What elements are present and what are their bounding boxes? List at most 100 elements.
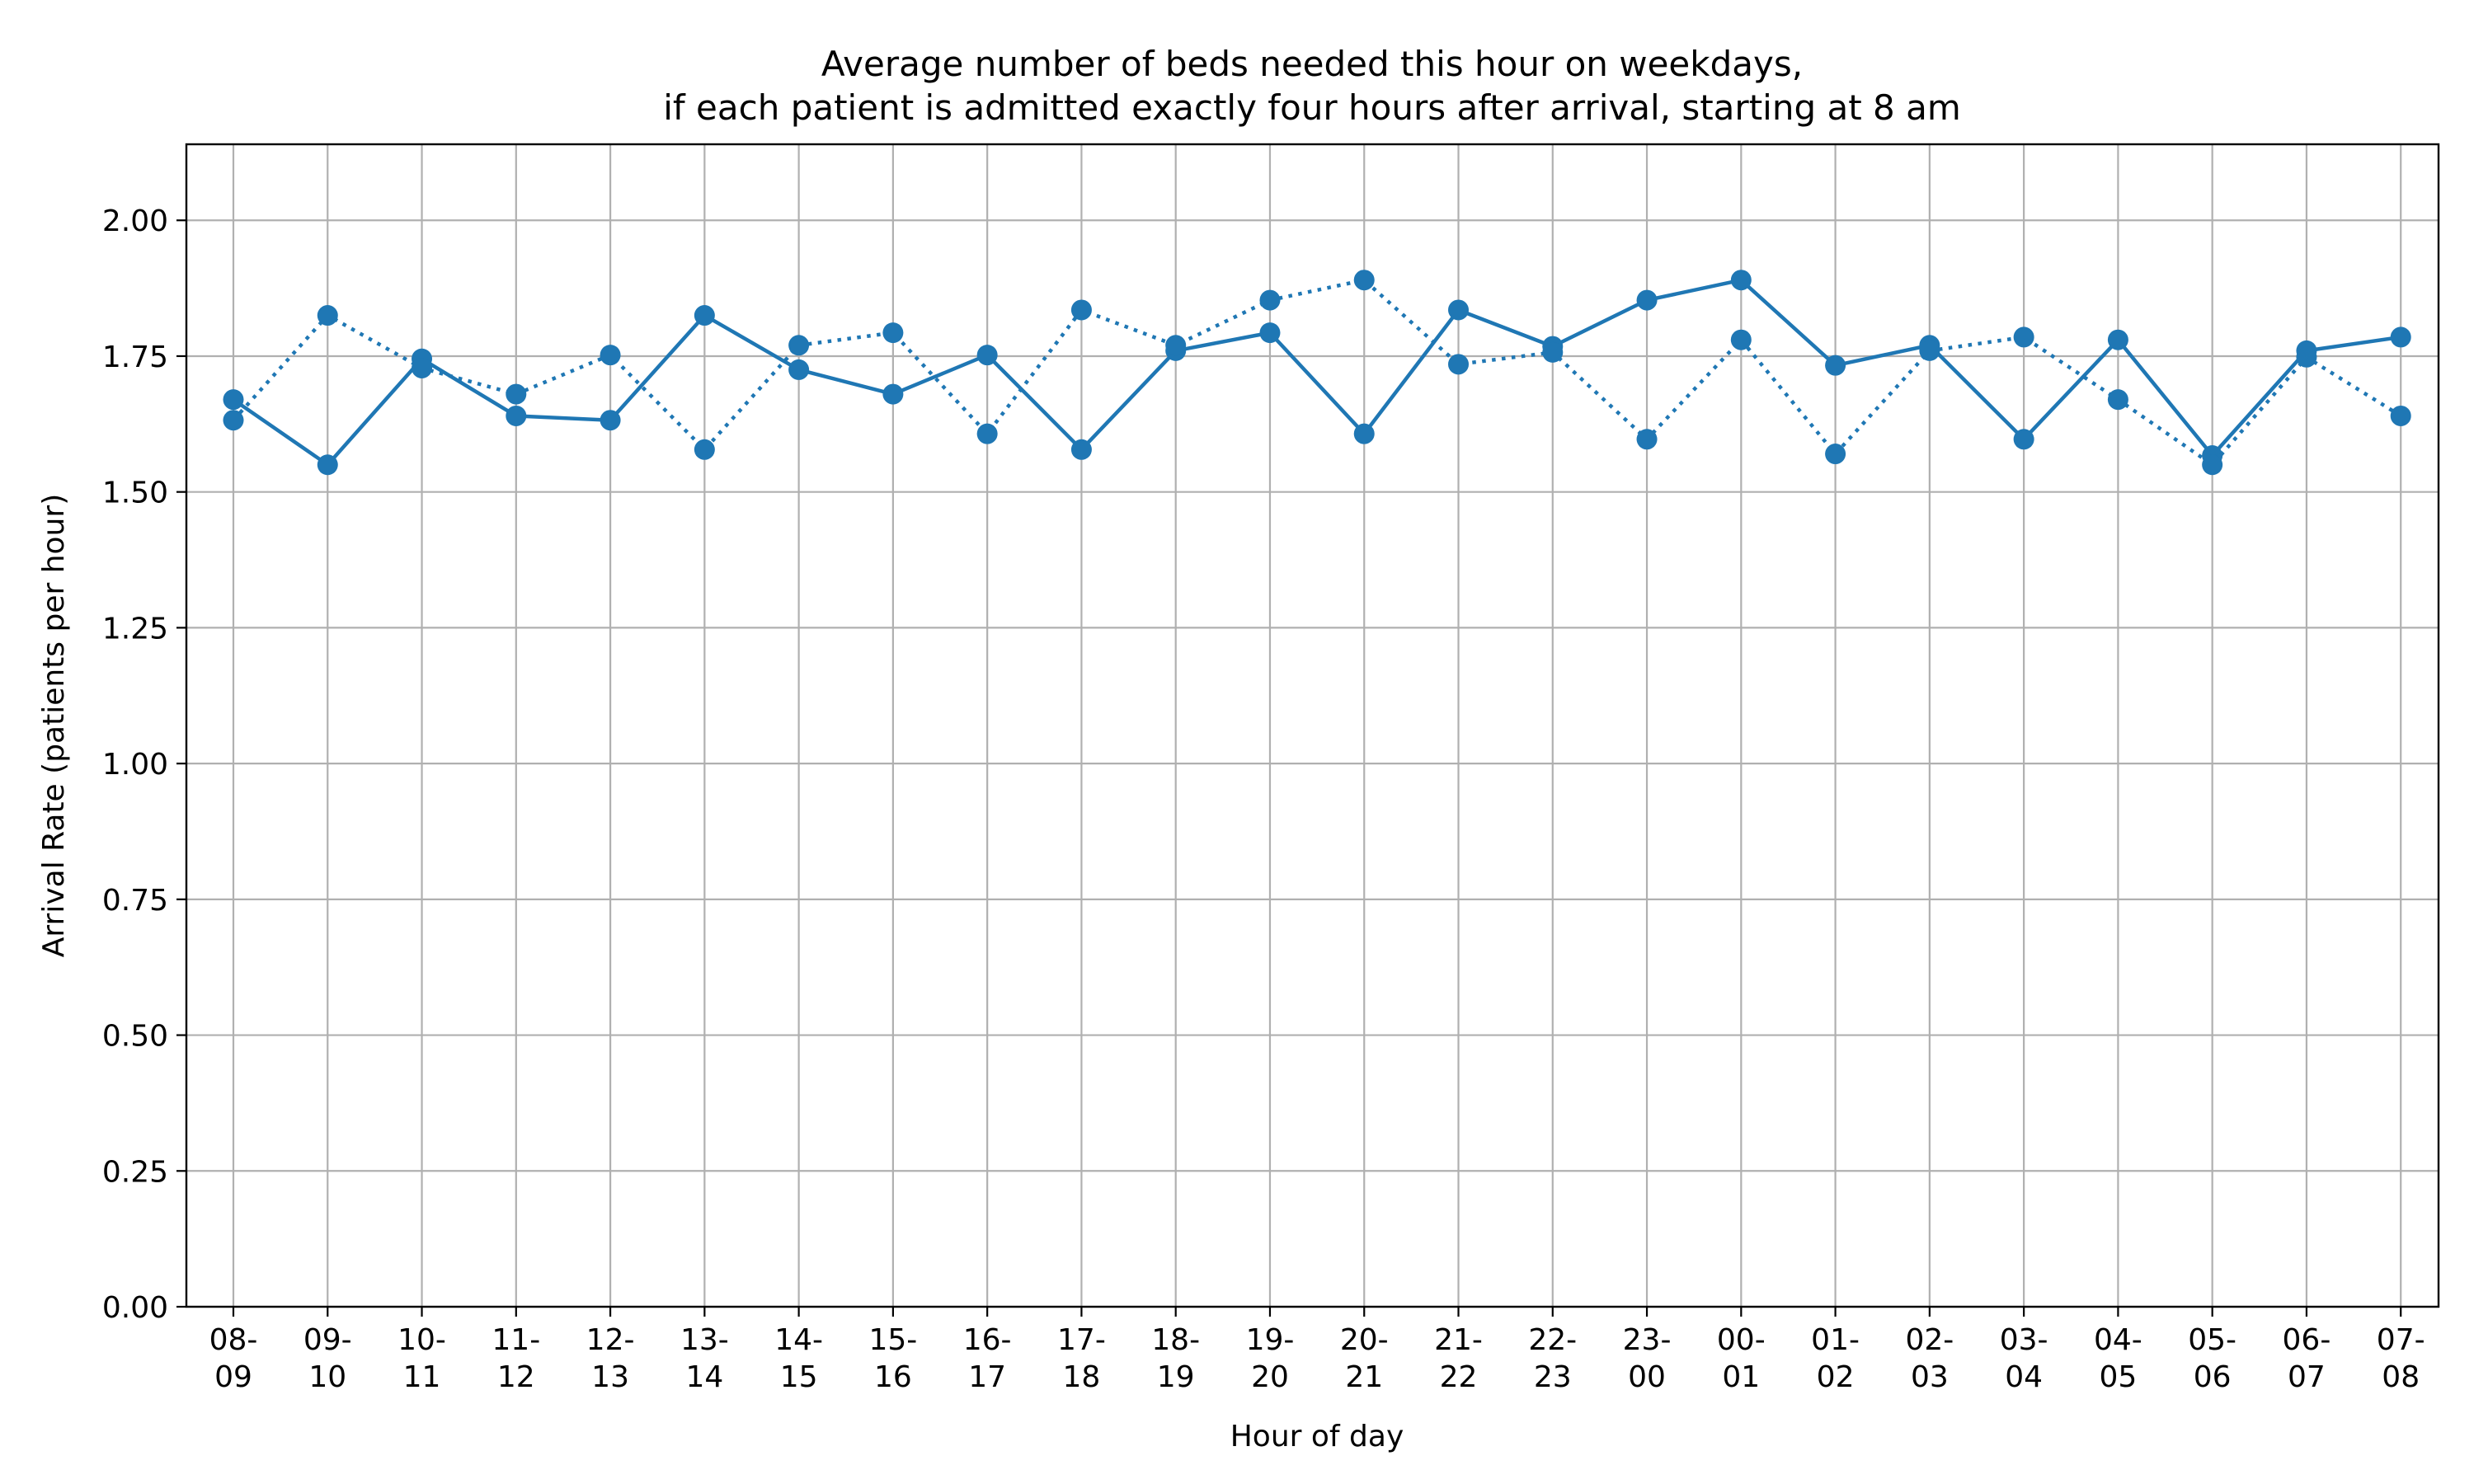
y-tick-label: 1.25 [102, 612, 168, 646]
data-point [694, 305, 715, 326]
data-point [2296, 346, 2317, 368]
y-tick-label: 1.00 [102, 748, 168, 782]
y-axis-label: Arrival Rate (patients per hour) [37, 494, 71, 958]
data-point [1636, 289, 1658, 311]
data-point [317, 305, 338, 326]
data-point [1730, 329, 1752, 350]
x-tick-label: 11 [403, 1360, 441, 1394]
plot-frame [185, 143, 2440, 1308]
x-tick-label: 20- [1340, 1323, 1389, 1357]
data-point [506, 383, 527, 405]
x-tick-label: 18 [1063, 1360, 1101, 1394]
x-axis: 08-0909-1010-1111-1212-1313-1414-1515-16… [209, 1307, 2425, 1394]
data-point [882, 383, 904, 405]
chart-title-line2: if each patient is admitted exactly four… [663, 87, 1960, 128]
x-tick-label: 16 [874, 1360, 912, 1394]
y-tick-label: 1.50 [102, 477, 168, 510]
x-tick-label: 16- [963, 1323, 1012, 1357]
x-tick-label: 08- [209, 1323, 258, 1357]
data-point [694, 439, 715, 460]
data-point [882, 322, 904, 344]
x-tick-label: 08 [2382, 1360, 2420, 1394]
x-tick-label: 23 [1534, 1360, 1572, 1394]
x-tick-label: 20 [1251, 1360, 1289, 1394]
x-tick-label: 15- [868, 1323, 917, 1357]
x-axis-label: Hour of day [1230, 1420, 1404, 1453]
data-point [1259, 289, 1281, 311]
data-point [976, 345, 998, 366]
data-point [506, 405, 527, 426]
y-tick-label: 1.75 [102, 340, 168, 374]
data-point [976, 423, 998, 444]
x-tick-label: 03- [2000, 1323, 2048, 1357]
data-point [1070, 439, 1092, 460]
x-tick-label: 22- [1528, 1323, 1577, 1357]
data-point [2390, 405, 2411, 426]
x-tick-label: 06 [2194, 1360, 2232, 1394]
series-layer [223, 270, 2411, 476]
x-tick-label: 21- [1434, 1323, 1483, 1357]
data-point [600, 345, 621, 366]
y-tick-label: 0.75 [102, 884, 168, 918]
data-point [1919, 340, 1940, 361]
grid [186, 144, 2439, 1308]
x-tick-label: 07- [2377, 1323, 2425, 1357]
data-point [1353, 423, 1375, 444]
y-tick-label: 2.00 [102, 204, 168, 238]
x-tick-label: 01- [1811, 1323, 1860, 1357]
y-tick-label: 0.25 [102, 1155, 168, 1189]
data-point [1259, 322, 1281, 344]
x-tick-label: 10- [397, 1323, 446, 1357]
data-point [317, 454, 338, 476]
data-point [1636, 429, 1658, 450]
series-line [232, 278, 2402, 467]
chart-title-line1: Average number of beds needed this hour … [821, 44, 1803, 84]
x-tick-label: 00- [1717, 1323, 1766, 1357]
x-tick-label: 13 [591, 1360, 629, 1394]
data-point [1448, 299, 1470, 321]
data-point [1825, 444, 1846, 465]
data-point [600, 410, 621, 431]
data-point [1165, 335, 1187, 356]
x-tick-label: 05 [2099, 1360, 2137, 1394]
x-tick-label: 19 [1157, 1360, 1195, 1394]
x-tick-label: 23- [1623, 1323, 1672, 1357]
x-tick-label: 04- [2094, 1323, 2142, 1357]
x-tick-label: 17 [968, 1360, 1006, 1394]
data-point [1730, 270, 1752, 291]
data-point [1448, 354, 1470, 375]
data-point [412, 357, 433, 378]
x-tick-label: 03 [1911, 1360, 1949, 1394]
x-tick-label: 02 [1817, 1360, 1855, 1394]
data-point [2013, 429, 2034, 450]
x-tick-label: 21 [1345, 1360, 1383, 1394]
series-solid [223, 270, 2411, 476]
data-point [1542, 341, 1564, 363]
x-tick-label: 13- [680, 1323, 729, 1357]
x-tick-label: 06- [2283, 1323, 2331, 1357]
series-line [230, 278, 2403, 467]
y-axis: 0.00 0.25 0.50 0.75 1.00 1.25 1.50 1.75 2.00 [102, 204, 186, 1325]
x-tick-label: 14- [774, 1323, 823, 1357]
x-tick-label: 09 [214, 1360, 252, 1394]
x-tick-label: 14 [685, 1360, 723, 1394]
data-point [223, 389, 244, 411]
x-tick-label: 09- [303, 1323, 352, 1357]
data-point [788, 359, 810, 380]
x-tick-label: 12- [586, 1323, 635, 1357]
x-tick-label: 04 [2005, 1360, 2043, 1394]
x-tick-label: 11- [492, 1323, 540, 1357]
x-tick-label: 07 [2288, 1360, 2326, 1394]
data-point [1070, 299, 1092, 321]
data-point [2107, 389, 2128, 411]
data-point [223, 410, 244, 431]
x-tick-label: 18- [1151, 1323, 1200, 1357]
y-tick-label: 0.50 [102, 1020, 168, 1054]
data-point [2390, 326, 2411, 348]
x-tick-label: 12 [497, 1360, 535, 1394]
series-dotted [223, 270, 2411, 476]
x-tick-label: 00 [1628, 1360, 1666, 1394]
y-tick-label: 0.00 [102, 1291, 168, 1325]
